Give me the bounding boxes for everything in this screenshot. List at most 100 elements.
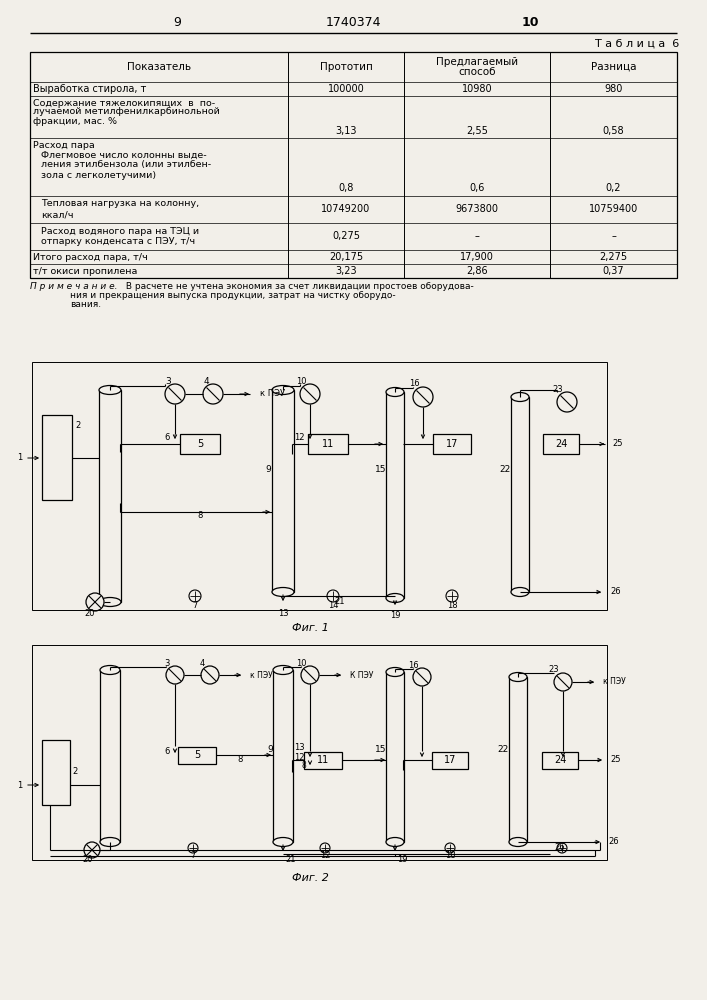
Bar xyxy=(99,390,121,602)
Text: 22: 22 xyxy=(498,746,509,754)
Text: 8: 8 xyxy=(197,512,203,520)
Text: 980: 980 xyxy=(604,84,623,94)
Text: 20: 20 xyxy=(85,609,95,618)
Text: 20,175: 20,175 xyxy=(329,252,363,262)
Text: 2,86: 2,86 xyxy=(466,266,488,276)
Ellipse shape xyxy=(99,385,121,394)
Circle shape xyxy=(557,392,577,412)
Text: 26: 26 xyxy=(608,838,619,846)
Bar xyxy=(42,740,70,805)
Ellipse shape xyxy=(273,838,293,846)
Bar xyxy=(32,645,607,860)
Text: 10759400: 10759400 xyxy=(589,205,638,215)
Text: 2,55: 2,55 xyxy=(466,126,488,136)
Ellipse shape xyxy=(100,838,120,846)
Text: Т а б л и ц а  6: Т а б л и ц а 6 xyxy=(595,39,679,49)
Text: 12: 12 xyxy=(295,434,305,442)
Bar xyxy=(509,677,527,842)
Text: 26: 26 xyxy=(610,587,621,596)
Text: 3,13: 3,13 xyxy=(335,126,357,136)
Text: лучаемой метилфенилкарбинольной: лучаемой метилфенилкарбинольной xyxy=(33,107,220,116)
Text: Фиг. 2: Фиг. 2 xyxy=(291,873,329,883)
Text: 23: 23 xyxy=(553,385,563,394)
Text: 19: 19 xyxy=(390,610,400,619)
Text: ления этилбензола (или этилбен-: ления этилбензола (или этилбен- xyxy=(41,160,211,169)
Text: 9: 9 xyxy=(265,466,271,475)
Text: 0,37: 0,37 xyxy=(602,266,624,276)
Text: 8: 8 xyxy=(238,756,243,764)
Bar xyxy=(30,52,677,278)
Ellipse shape xyxy=(272,587,294,596)
Bar xyxy=(100,670,120,842)
Text: 4: 4 xyxy=(199,660,204,668)
Text: 2: 2 xyxy=(72,768,78,776)
Ellipse shape xyxy=(509,838,527,846)
Bar xyxy=(432,752,468,768)
Circle shape xyxy=(320,843,330,853)
Text: 13: 13 xyxy=(278,608,288,617)
Circle shape xyxy=(554,673,572,691)
Bar xyxy=(433,434,471,454)
Text: 5: 5 xyxy=(194,750,200,760)
Text: –: – xyxy=(611,232,616,241)
Ellipse shape xyxy=(272,385,294,394)
Text: 9673800: 9673800 xyxy=(455,205,498,215)
Text: Фиг. 1: Фиг. 1 xyxy=(291,623,329,633)
Text: 21: 21 xyxy=(334,597,345,606)
Circle shape xyxy=(300,384,320,404)
Text: ккал/ч: ккал/ч xyxy=(41,211,74,220)
Text: 18: 18 xyxy=(445,852,455,860)
Circle shape xyxy=(413,387,433,407)
Circle shape xyxy=(189,590,201,602)
Text: 25: 25 xyxy=(610,756,621,764)
Text: 3: 3 xyxy=(165,377,171,386)
Text: 5: 5 xyxy=(197,439,203,449)
Text: 0,58: 0,58 xyxy=(602,126,624,136)
Circle shape xyxy=(166,666,184,684)
Text: 13: 13 xyxy=(294,744,305,752)
Ellipse shape xyxy=(386,593,404,602)
Text: 15: 15 xyxy=(375,746,386,754)
Ellipse shape xyxy=(99,597,121,606)
Text: 0,6: 0,6 xyxy=(469,183,485,193)
Ellipse shape xyxy=(273,666,293,674)
Text: 24: 24 xyxy=(554,755,566,765)
Text: К ПЭУ: К ПЭУ xyxy=(350,670,373,680)
Text: 26: 26 xyxy=(555,842,566,852)
Bar xyxy=(273,670,293,842)
Circle shape xyxy=(165,384,185,404)
Text: 10: 10 xyxy=(296,660,306,668)
Circle shape xyxy=(201,666,219,684)
Text: 12: 12 xyxy=(320,852,330,860)
Text: т/т окиси пропилена: т/т окиси пропилена xyxy=(33,266,137,275)
Text: 3: 3 xyxy=(164,660,170,668)
Text: 15: 15 xyxy=(375,466,386,475)
Text: Показатель: Показатель xyxy=(127,62,191,72)
Text: ния и прекращения выпуска продукции, затрат на чистку оборудо-: ния и прекращения выпуска продукции, зат… xyxy=(70,291,396,300)
Circle shape xyxy=(301,666,319,684)
Text: 2: 2 xyxy=(76,420,81,430)
Text: 1: 1 xyxy=(18,454,23,462)
Text: 24: 24 xyxy=(555,439,567,449)
Circle shape xyxy=(557,843,567,853)
Text: Тепловая нагрузка на колонну,: Тепловая нагрузка на колонну, xyxy=(41,200,199,209)
Text: к ПЭУ: к ПЭУ xyxy=(260,389,285,398)
Text: Предлагаемый: Предлагаемый xyxy=(436,57,518,67)
Text: Содержание тяжелокипящих  в  по-: Содержание тяжелокипящих в по- xyxy=(33,99,215,107)
Text: 100000: 100000 xyxy=(327,84,364,94)
Text: к ПЭУ: к ПЭУ xyxy=(603,678,626,686)
Text: 16: 16 xyxy=(409,379,419,388)
Text: 16: 16 xyxy=(408,660,419,670)
Text: 3,23: 3,23 xyxy=(335,266,357,276)
Text: 2,275: 2,275 xyxy=(600,252,628,262)
Text: 21: 21 xyxy=(285,856,296,864)
Text: 25: 25 xyxy=(612,440,622,448)
Circle shape xyxy=(203,384,223,404)
Text: 23: 23 xyxy=(549,666,559,674)
Bar xyxy=(304,752,342,768)
Text: 0,275: 0,275 xyxy=(332,232,360,241)
Text: 7: 7 xyxy=(192,600,198,609)
Text: 10980: 10980 xyxy=(462,84,492,94)
Circle shape xyxy=(446,590,458,602)
Bar xyxy=(42,415,72,500)
